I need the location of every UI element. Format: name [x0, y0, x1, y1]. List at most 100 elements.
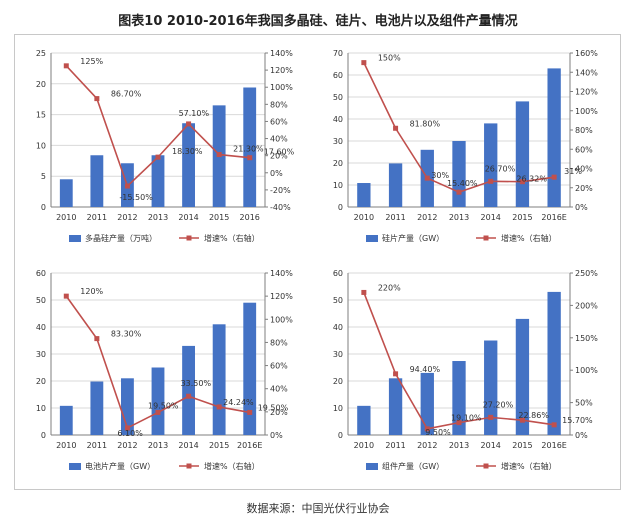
x-tick-label: 2016E — [541, 213, 566, 222]
growth-data-label: 150% — [378, 54, 401, 63]
right-tick-label: 20% — [575, 184, 593, 193]
bar — [515, 101, 530, 207]
legend-bar-label: 硅片产量（GW） — [382, 233, 444, 243]
left-tick-label: 50 — [36, 296, 46, 305]
growth-marker — [94, 336, 100, 342]
x-tick-label: 2011 — [385, 213, 405, 222]
left-tick-label: 30 — [333, 350, 343, 359]
x-tick-label: 2015 — [209, 441, 229, 450]
growth-marker — [393, 125, 399, 131]
growth-marker — [361, 289, 367, 295]
legend-bar-swatch — [366, 463, 378, 470]
legend-line-label: 增速%（右轴） — [204, 233, 260, 243]
growth-marker — [361, 60, 367, 66]
left-tick-label: 20 — [333, 377, 343, 386]
bar — [59, 179, 73, 207]
left-tick-label: 0 — [41, 431, 46, 440]
growth-data-label: 15.70% — [562, 416, 593, 425]
growth-data-label: 33.50% — [181, 379, 212, 388]
x-tick-label: 2012 — [417, 213, 437, 222]
left-tick-label: 30 — [36, 350, 46, 359]
growth-marker — [124, 183, 130, 189]
bar — [420, 372, 434, 435]
growth-marker — [456, 420, 462, 426]
x-tick-label: 2016E — [541, 441, 566, 450]
right-tick-label: 20% — [270, 152, 288, 161]
right-tick-label: 100% — [575, 366, 598, 375]
right-tick-label: 120% — [575, 88, 598, 97]
legend-line-label: 增速%（右轴） — [204, 461, 260, 471]
x-tick-label: 2010 — [56, 441, 76, 450]
bar — [182, 345, 195, 435]
x-tick-label: 2011 — [87, 213, 107, 222]
data-source: 数据来源：中国光伏行业协会 — [246, 502, 390, 515]
growth-data-label: 26.70% — [485, 164, 516, 173]
x-tick-label: 2014 — [481, 213, 501, 222]
x-tick-label: 2014 — [178, 441, 198, 450]
left-tick-label: 20 — [36, 80, 46, 89]
legend-bar-swatch — [69, 463, 81, 470]
growth-data-label: 24.24% — [223, 398, 254, 407]
right-tick-label: -40% — [270, 203, 291, 212]
right-tick-label: 100% — [575, 107, 598, 116]
legend-bar-label: 多晶硅产量（万吨） — [85, 233, 157, 243]
x-tick-label: 2013 — [449, 441, 469, 450]
right-tick-label: 0% — [575, 203, 588, 212]
bar — [484, 123, 498, 207]
x-tick-label: 2015 — [209, 213, 229, 222]
legend-line-marker — [186, 463, 192, 469]
growth-data-label: 83.30% — [111, 330, 142, 339]
x-tick-label: 2011 — [385, 441, 405, 450]
right-tick-label: 60% — [270, 117, 288, 126]
growth-marker — [519, 417, 525, 423]
chart-cell: 0 10 20 30 40 50 60 0% 20% 40% 60% 80% 100% 120% 140% 2… — [36, 269, 293, 471]
legend-bar-swatch — [69, 235, 81, 242]
x-tick-label: 2016 — [240, 213, 260, 222]
growth-data-label: 220% — [378, 283, 401, 292]
legend-line-marker — [186, 235, 192, 241]
bar — [547, 291, 561, 435]
legend-bar-swatch — [366, 235, 378, 242]
right-tick-label: 100% — [270, 315, 293, 324]
growth-data-label: 18.30% — [172, 147, 203, 156]
bar — [515, 318, 530, 435]
growth-marker — [63, 63, 69, 69]
left-tick-label: 50 — [333, 93, 343, 102]
x-tick-label: 2014 — [178, 213, 198, 222]
growth-data-label: 19.10% — [451, 414, 482, 423]
growth-data-label: 19.50% — [148, 401, 179, 410]
growth-marker — [424, 426, 430, 432]
growth-data-label: 125% — [80, 57, 103, 66]
x-tick-label: 2015 — [512, 213, 532, 222]
left-tick-label: 70 — [333, 49, 343, 58]
right-tick-label: -20% — [270, 186, 291, 195]
x-tick-label: 2016E — [237, 441, 262, 450]
x-tick-label: 2012 — [117, 213, 137, 222]
bar — [357, 405, 371, 435]
right-tick-label: 120% — [270, 66, 293, 75]
growth-data-label: 9.50% — [425, 428, 451, 437]
left-tick-label: 40 — [333, 115, 343, 124]
right-tick-label: 0% — [270, 431, 283, 440]
left-tick-label: 5 — [41, 172, 46, 181]
growth-data-label: 31% — [564, 167, 582, 176]
legend-line-label: 增速%（右轴） — [501, 461, 557, 471]
growth-data-label: 81.80% — [410, 119, 441, 128]
right-tick-label: 80% — [575, 126, 593, 135]
left-tick-label: 40 — [333, 323, 343, 332]
left-tick-label: 0 — [41, 203, 46, 212]
bar — [212, 324, 226, 435]
growth-marker — [519, 179, 525, 185]
growth-data-label: 94.40% — [410, 365, 441, 374]
bar — [388, 163, 403, 207]
growth-marker — [488, 178, 494, 184]
left-tick-label: 20 — [36, 377, 46, 386]
bar — [151, 155, 165, 207]
left-tick-label: 25 — [36, 49, 46, 58]
right-tick-label: 100% — [270, 83, 293, 92]
right-tick-label: 60% — [270, 362, 288, 371]
chart-wafer: 0 10 20 30 40 50 60 70 0% 20% 40% 60% 80% 100% 120% 140… — [333, 49, 598, 243]
bar — [243, 302, 257, 435]
growth-data-label: 26.32% — [516, 175, 547, 184]
right-tick-label: 140% — [270, 49, 293, 58]
